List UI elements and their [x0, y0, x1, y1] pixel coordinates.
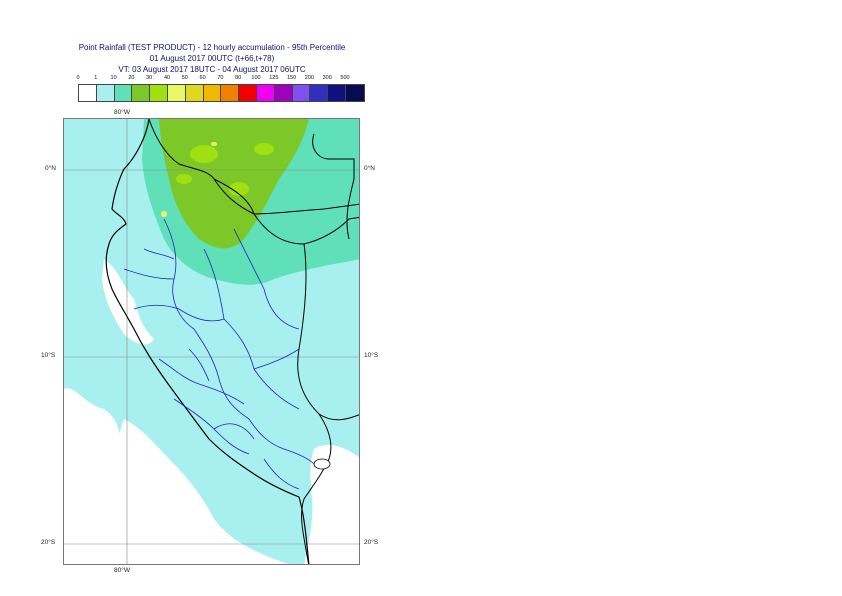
legend-tick-label: 1: [94, 75, 98, 81]
legend-tick-label: 500: [340, 75, 350, 81]
legend-tick-label: 10: [110, 75, 117, 81]
dry-region-southeast: [304, 444, 359, 564]
legend-tick-label: 40: [163, 75, 171, 81]
legend-tick-label: 30: [146, 75, 153, 81]
rain-patch-yellow-2: [211, 142, 217, 146]
legend-tick-label: 150: [287, 75, 297, 81]
legend-swatch: [150, 85, 168, 101]
lat-label-0-left: 0°N: [45, 165, 56, 172]
legend-tick-label: 100: [251, 75, 261, 81]
lon-label-top: 80°W: [114, 109, 130, 116]
dry-region-inland: [102, 259, 154, 345]
legend-tick-label: 20: [128, 75, 135, 81]
border-peru-brazil: [297, 243, 359, 421]
legend-swatch: [203, 85, 222, 101]
chart-title-block: Point Rainfall (TEST PRODUCT) - 12 hourl…: [0, 42, 424, 75]
rain-patch-lime-1: [190, 145, 218, 163]
legend-swatch: [114, 85, 133, 101]
legend-swatch: [132, 85, 151, 101]
legend-tick-label: 60: [199, 75, 206, 81]
title-line-1: Point Rainfall (TEST PRODUCT) - 12 hourl…: [78, 43, 346, 52]
rain-patch-lime-3: [176, 174, 192, 184]
border-peru-bolivia: [301, 413, 332, 564]
legend-tick-label: 70: [217, 75, 224, 81]
lat-label-20-right: 20°S: [364, 539, 379, 546]
lake-titicaca: [313, 458, 331, 470]
rain-patch-yellow-1: [161, 211, 167, 217]
map-svg: [64, 119, 359, 564]
legend-swatch: [221, 85, 240, 101]
lon-label-bottom: 80°W: [114, 567, 130, 574]
border-colombia: [213, 178, 359, 245]
legend-tick-label: 300: [322, 75, 332, 81]
legend-swatch: [328, 85, 346, 101]
legend-tick-label: 80: [235, 75, 242, 81]
legend-color-bar: [78, 84, 365, 102]
rain-patch-lime-2: [229, 182, 249, 196]
legend-tick-label: 0: [76, 75, 80, 81]
dry-region-south: [114, 419, 289, 564]
legend-swatch: [167, 85, 186, 101]
legend-swatch: [292, 85, 311, 101]
legend-swatch: [310, 85, 329, 101]
legend-tick-label: 125: [269, 75, 279, 81]
lat-label-10-left: 10°S: [41, 352, 56, 359]
lat-label-0-right: 0°N: [364, 165, 375, 172]
title-line-3: VT: 03 August 2017 18UTC - 04 August 201…: [118, 65, 306, 74]
legend-swatch: [256, 85, 275, 101]
lat-label-10-right: 10°S: [364, 352, 379, 359]
border-east: [312, 133, 355, 240]
legend-tick-label: 50: [181, 75, 188, 81]
legend-tick-label: 200: [304, 75, 314, 81]
title-line-2: 01 August 2017 00UTC (t+66,t+78): [149, 54, 275, 63]
province-borders: [123, 218, 315, 490]
color-legend: 0 1 10 20 30 40 50 60 70 80 100 125 150 200 300 500: [70, 75, 365, 105]
legend-swatch: [185, 85, 204, 101]
legend-swatch: [96, 85, 115, 101]
rain-patch-lime-4: [254, 143, 274, 155]
legend-swatch: [274, 85, 293, 101]
rainfall-map: [63, 118, 360, 565]
lat-label-20-left: 20°S: [41, 539, 56, 546]
legend-swatch: [79, 85, 97, 101]
legend-swatch: [345, 85, 364, 101]
coastline: [105, 119, 310, 564]
legend-swatch: [239, 85, 257, 101]
